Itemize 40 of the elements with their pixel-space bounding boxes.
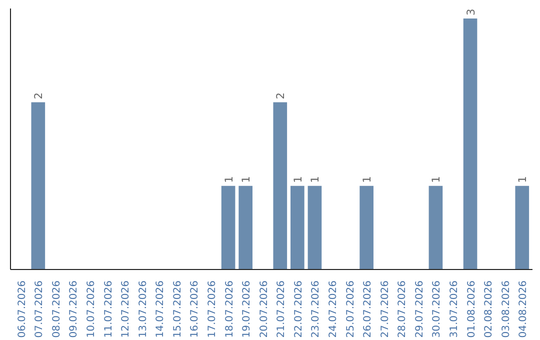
x-tick-label: 02.08.2026 <box>484 280 495 338</box>
x-tick-label: 25.07.2026 <box>345 280 356 338</box>
x-tick-label: 01.08.2026 <box>466 280 478 338</box>
x-tick-label: 10.07.2026 <box>86 280 98 338</box>
data-label: 1 <box>240 176 253 183</box>
data-label: 1 <box>360 176 374 183</box>
x-tick-label: 15.07.2026 <box>172 280 184 338</box>
x-tick-label: 27.07.2026 <box>380 280 391 338</box>
data-label: 1 <box>222 176 236 183</box>
data-label: 1 <box>308 176 322 183</box>
x-tick-label: 21.07.2026 <box>276 280 288 338</box>
x-tick-label: 30.07.2026 <box>432 280 443 338</box>
x-tick-label: 04.08.2026 <box>518 280 530 338</box>
x-tick-label: 14.07.2026 <box>155 280 166 338</box>
x-tick-label: 16.07.2026 <box>190 280 201 338</box>
x-tick-label: 18.07.2026 <box>224 280 236 338</box>
x-tick-label: 24.07.2026 <box>328 280 339 338</box>
x-tick-label: 23.07.2026 <box>310 280 322 338</box>
x-tick-label: 09.07.2026 <box>68 280 80 338</box>
x-tick-label: 11.07.2026 <box>103 280 114 338</box>
x-tick-label: 06.07.2026 <box>16 280 28 338</box>
x-tick-label: 08.07.2026 <box>51 280 62 338</box>
x-tick-label: 13.07.2026 <box>138 280 149 338</box>
x-tick-label: 03.08.2026 <box>500 280 512 338</box>
data-label: 2 <box>32 92 46 100</box>
x-tick-label: 31.07.2026 <box>448 280 460 338</box>
data-label: 1 <box>516 176 530 183</box>
data-label: 1 <box>291 176 304 183</box>
x-tick-label: 19.07.2026 <box>242 280 253 338</box>
data-label: 1 <box>430 176 443 183</box>
x-tick-label: 26.07.2026 <box>362 280 374 338</box>
x-tick-label: 12.07.2026 <box>120 280 132 338</box>
x-tick-label: 29.07.2026 <box>414 280 426 338</box>
x-tick-label: 22.07.2026 <box>293 280 304 338</box>
data-label: 2 <box>274 92 288 100</box>
x-tick-label: 17.07.2026 <box>207 280 218 338</box>
x-tick-label: 20.07.2026 <box>258 280 270 338</box>
data-label: 3 <box>464 8 478 16</box>
x-tick-label: 07.07.2026 <box>34 280 46 338</box>
x-tick-label: 28.07.2026 <box>397 280 408 338</box>
